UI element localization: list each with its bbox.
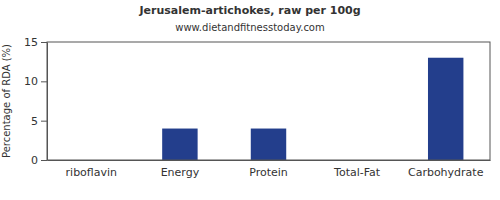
bars <box>162 58 463 160</box>
plot-frame <box>47 42 490 160</box>
x-tick-label: Protein <box>249 166 288 179</box>
x-tick: Protein <box>249 160 288 179</box>
x-axis: riboflavin Energy Protein Total-Fat Carbohyd… <box>48 160 491 179</box>
x-tick: Energy <box>161 160 200 179</box>
y-tick-mark <box>41 121 47 122</box>
bar <box>428 58 463 160</box>
x-tick: riboflavin <box>66 160 118 179</box>
x-tick-label: Energy <box>161 166 200 179</box>
y-axis: 0 5 10 15 <box>24 36 48 167</box>
y-tick-label: 15 <box>24 36 38 49</box>
x-axis-line <box>48 160 491 161</box>
bar <box>162 129 197 160</box>
y-tick: 10 <box>24 75 47 88</box>
y-tick-label: 5 <box>31 115 38 128</box>
y-tick: 0 <box>31 154 47 167</box>
y-axis-line <box>47 43 48 161</box>
y-tick-mark <box>41 160 47 161</box>
bar <box>251 129 286 160</box>
x-tick-label: Total-Fat <box>333 166 381 179</box>
y-tick-label: 10 <box>24 75 38 88</box>
x-tick-label: riboflavin <box>66 166 118 179</box>
x-tick-label: Carbohydrate <box>408 166 484 179</box>
x-tick: Carbohydrate <box>408 160 484 179</box>
plot: 0 5 10 15 riboflavin Energy Protein Total-Fat Ca… <box>24 36 491 179</box>
title: Jerusalem-artichokes, raw per 100g <box>138 4 360 17</box>
y-tick-label: 0 <box>31 154 38 167</box>
y-tick-mark <box>41 42 47 43</box>
y-tick: 5 <box>31 115 47 128</box>
y-axis-title: Percentage of RDA (%) <box>1 44 12 158</box>
x-tick: Total-Fat <box>333 160 381 179</box>
chart: Jerusalem-artichokes, raw per 100g www.di… <box>0 0 500 200</box>
y-tick-mark <box>41 81 47 82</box>
y-tick: 15 <box>24 36 47 49</box>
subtitle: www.dietandfitnesstoday.com <box>175 22 324 33</box>
